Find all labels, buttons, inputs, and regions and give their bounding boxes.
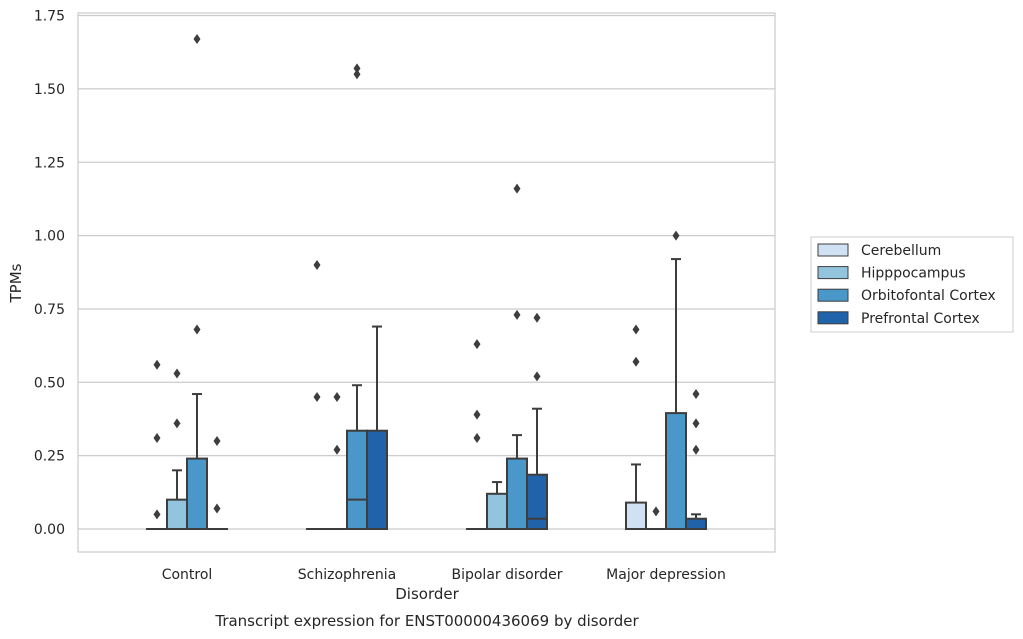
outlier-point	[652, 506, 660, 517]
plot-area	[77, 12, 776, 553]
box-group	[665, 230, 687, 530]
outlier-point	[153, 359, 161, 370]
box-series	[146, 34, 707, 531]
outlier-point	[473, 433, 481, 444]
outlier-point	[213, 435, 221, 446]
box-group	[366, 325, 388, 530]
y-tick-label: 0.50	[34, 375, 65, 391]
y-tick-label: 0.00	[34, 522, 65, 538]
outlier-point	[333, 444, 341, 455]
y-tick-label: 1.00	[34, 229, 65, 245]
outlier-point	[193, 34, 201, 45]
x-axis-ticks: Control Schizophrenia Bipolar disorder Majo…	[162, 567, 726, 583]
x-tick-label: Major depression	[606, 567, 726, 583]
y-tick-label: 1.25	[34, 155, 65, 171]
outlier-point	[692, 418, 700, 429]
y-axis-title: TPMs	[7, 263, 25, 303]
box-group	[526, 312, 548, 531]
outlier-point	[533, 371, 541, 382]
x-tick-label: Bipolar disorder	[451, 567, 562, 583]
box	[665, 412, 687, 530]
outlier-point	[353, 63, 361, 74]
outlier-point	[173, 418, 181, 429]
outlier-point	[672, 230, 680, 241]
outlier-point	[473, 339, 481, 350]
legend-swatch	[817, 243, 849, 257]
box-group	[146, 359, 168, 531]
outlier-point	[513, 183, 521, 194]
box-group	[685, 389, 707, 531]
outlier-point	[632, 356, 640, 367]
legend-label: Prefrontal Cortex	[861, 311, 980, 327]
outlier-point	[513, 309, 521, 320]
box	[346, 429, 368, 530]
outlier-point	[313, 259, 321, 270]
box-group	[625, 324, 647, 530]
outlier-point	[353, 69, 361, 80]
outlier-point	[333, 391, 341, 402]
box-group	[166, 368, 188, 531]
outlier-point	[313, 391, 321, 402]
box-group	[206, 435, 228, 531]
box	[486, 492, 508, 530]
outlier-point	[692, 389, 700, 400]
y-tick-label: 0.75	[34, 302, 65, 318]
y-tick-label: 1.75	[34, 9, 65, 25]
box-group	[466, 339, 488, 531]
x-axis-title: Disorder	[395, 585, 459, 603]
box	[685, 517, 707, 531]
legend-label: Cerebellum	[861, 243, 941, 259]
outlier-point	[473, 409, 481, 420]
outlier-point	[153, 433, 161, 444]
legend-label: Hipppocampus	[861, 266, 966, 282]
box	[506, 457, 528, 531]
y-tick-label: 0.25	[34, 449, 65, 465]
box-group	[186, 34, 208, 531]
box	[186, 457, 208, 531]
legend-swatch	[817, 288, 849, 302]
box	[625, 501, 647, 530]
legend-label: Orbitofontal Cortex	[861, 288, 996, 304]
legend-swatch	[817, 266, 849, 280]
x-tick-label: Control	[162, 567, 213, 583]
x-tick-label: Schizophrenia	[298, 567, 396, 583]
box	[366, 429, 388, 530]
box	[166, 498, 188, 531]
legend: Cerebellum Hipppocampus Orbitofontal Corte…	[810, 236, 1014, 333]
outlier-point	[153, 509, 161, 520]
outlier-point	[692, 444, 700, 455]
outlier-point	[213, 503, 221, 514]
outlier-point	[173, 368, 181, 379]
outlier-point	[533, 312, 541, 323]
outlier-point	[193, 324, 201, 335]
box	[526, 473, 548, 531]
chart-caption: Transcript expression for ENST0000043606…	[214, 612, 639, 630]
y-axis-ticks: 0.00 0.25 0.50 0.75 1.00 1.25 1.50 1.75	[34, 9, 65, 538]
y-tick-label: 1.50	[34, 82, 65, 98]
outlier-point	[632, 324, 640, 335]
legend-swatch	[817, 311, 849, 325]
